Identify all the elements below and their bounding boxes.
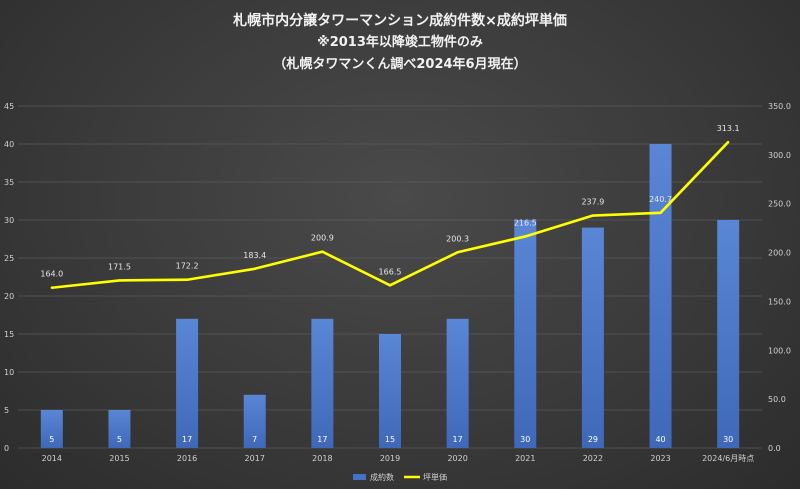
bar-value-label: 5 (49, 435, 54, 444)
line-point (591, 214, 595, 217)
y-right-tick-label: 100.0 (768, 346, 791, 355)
line-point (50, 286, 54, 289)
y-left-tick-label: 10 (4, 368, 14, 377)
x-tick-label: 2024/6月時点 (702, 454, 754, 463)
legend-label-bar: 成約数 (370, 472, 394, 482)
line-value-label: 200.9 (311, 234, 334, 243)
x-tick-label: 2015 (109, 454, 129, 463)
y-left-tick-label: 5 (4, 406, 9, 415)
legend-label-line: 坪単価 (423, 472, 447, 482)
bar-value-label: 30 (520, 435, 530, 444)
line-point (185, 278, 189, 281)
x-tick-label: 2021 (515, 454, 535, 463)
x-tick-label: 2017 (245, 454, 265, 463)
chart-subtitle-2: （札幌タワマンくん調べ2024年6月現在） (273, 57, 527, 72)
line-value-label: 216.5 (514, 218, 537, 227)
y-left-tick-label: 35 (4, 178, 14, 187)
bar-value-label: 29 (588, 435, 598, 444)
y-right-tick-label: 0.0 (768, 444, 781, 453)
chart-titles: 札幌市内分譲タワーマンション成約件数×成約坪単価 ※2013年以降竣工物件のみ … (0, 10, 800, 76)
legend-swatch-bar (353, 474, 366, 480)
bar-value-label: 5 (117, 435, 122, 444)
y-right-tick-label: 150.0 (768, 297, 791, 306)
x-tick-label: 2016 (177, 454, 197, 463)
x-tick-label: 2022 (583, 454, 603, 463)
y-right-tick-label: 350.0 (768, 102, 791, 111)
bar (446, 318, 469, 448)
y-left-tick-label: 40 (4, 140, 14, 149)
y-left-tick-label: 20 (4, 292, 14, 301)
line-value-label: 171.5 (108, 262, 131, 271)
chart-subtitle: ※2013年以降竣工物件のみ (317, 35, 483, 50)
y-right-tick-label: 50.0 (768, 395, 786, 404)
bar (379, 334, 401, 448)
line-value-label: 313.1 (717, 124, 740, 133)
y-right-tick-label: 300.0 (768, 151, 791, 160)
bar (40, 410, 63, 448)
bar (243, 394, 266, 448)
line-point (253, 267, 256, 270)
line-point (456, 251, 459, 254)
line-value-label: 237.9 (581, 198, 604, 207)
bar-value-label: 40 (655, 435, 665, 444)
line-point (118, 279, 121, 282)
price-line (51, 141, 730, 290)
x-tick-label: 2014 (42, 454, 62, 463)
bar (176, 318, 199, 448)
bar (108, 410, 131, 448)
x-tick-label: 2018 (312, 454, 332, 463)
line-point (524, 235, 527, 238)
line-point (388, 284, 392, 287)
bar (581, 227, 604, 448)
line-value-label: 166.5 (379, 267, 402, 276)
line-point (726, 140, 730, 144)
line-point (321, 250, 324, 253)
bar-value-label: 30 (723, 435, 733, 444)
y-left-tick-label: 45 (4, 102, 14, 111)
y-right-tick-label: 200.0 (768, 249, 791, 258)
y-left-tick-label: 15 (4, 330, 14, 339)
x-tick-label: 2019 (380, 454, 400, 463)
x-tick-label: 2020 (447, 454, 467, 463)
line-value-label: 183.4 (243, 251, 266, 260)
y-left-tick-label: 25 (4, 254, 14, 263)
y-right-tick-label: 250.0 (768, 200, 791, 209)
line-value-label: 172.2 (176, 262, 199, 271)
bar-value-label: 17 (317, 435, 327, 444)
chart-title: 札幌市内分譲タワーマンション成約件数×成約坪単価 (233, 13, 567, 29)
bar (649, 144, 672, 448)
line-value-label: 164.0 (40, 270, 63, 279)
bar-value-label: 7 (252, 435, 257, 444)
bar-value-label: 15 (385, 435, 395, 444)
x-tick-label: 2023 (650, 454, 670, 463)
y-left-tick-label: 30 (4, 216, 14, 225)
bar (311, 318, 334, 448)
line-point (659, 211, 662, 215)
y-left-tick-label: 0 (4, 444, 9, 453)
bar (514, 220, 537, 448)
bar-value-label: 17 (453, 435, 463, 444)
bar (717, 220, 740, 448)
line-value-label: 240.7 (649, 195, 672, 204)
line-value-label: 200.3 (446, 234, 469, 243)
bar-value-label: 17 (182, 435, 192, 444)
